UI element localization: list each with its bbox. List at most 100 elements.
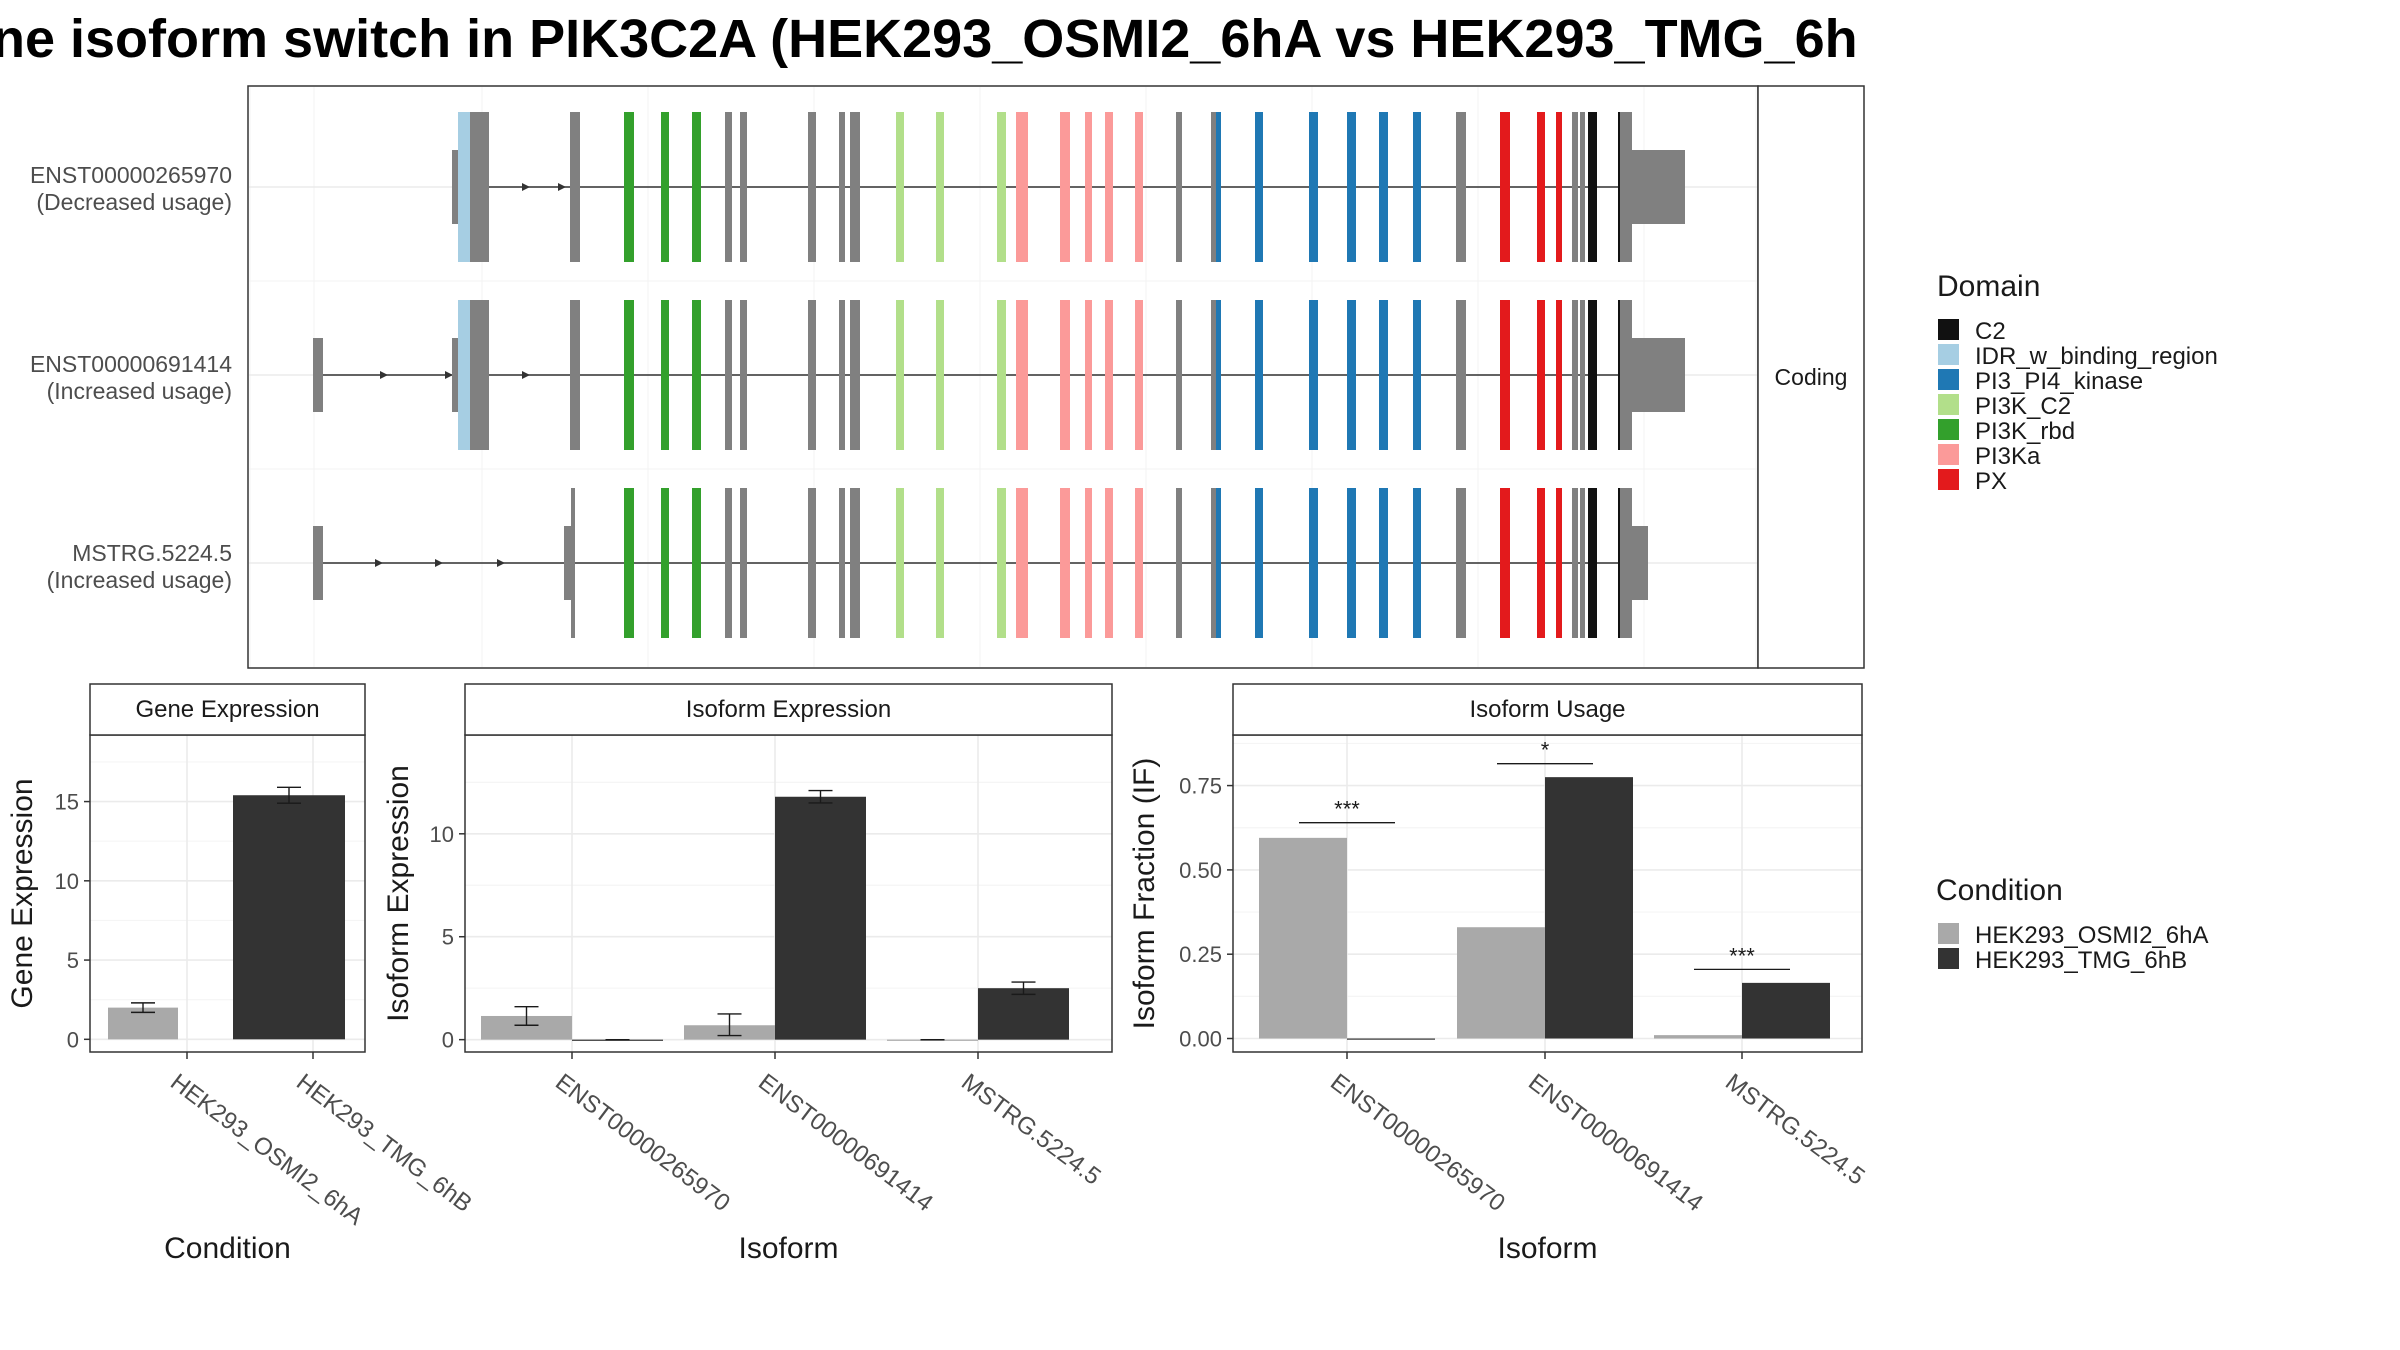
exon [1216, 112, 1221, 262]
exon [896, 300, 904, 450]
legend-label-c2: C2 [1975, 318, 2006, 345]
figure-title: ne isoform switch in PIK3C2A (HEK293_OSM… [0, 9, 1858, 69]
structure-tracks [313, 112, 1685, 638]
legend-key-pi3-pi4-kinase [1938, 369, 1959, 390]
significance-label: * [1541, 738, 1550, 763]
legend-label-idr: IDR_w_binding_region [1975, 343, 2218, 370]
exon [808, 300, 816, 450]
transcript-structure-panel: Coding ENST00000265970 (Decreased usage)… [30, 85, 1865, 669]
exon [1413, 488, 1421, 638]
exon [1216, 300, 1221, 450]
exon [571, 488, 575, 638]
y-tick-label: 5 [442, 925, 454, 950]
y-axis-title: Isoform Fraction (IF) [1128, 758, 1161, 1030]
strand-arrow [435, 559, 443, 567]
legend-key-idr [1938, 344, 1959, 365]
exon [1105, 488, 1113, 638]
exon [1347, 112, 1356, 262]
isoform-usage-panel: 0.000.250.500.75*******Isoform UsageENST… [1128, 683, 1870, 1265]
bar [775, 796, 866, 1040]
exon [1347, 300, 1356, 450]
exon [1060, 488, 1070, 638]
exon [692, 112, 701, 262]
exon [1588, 488, 1597, 638]
exon [1105, 112, 1113, 262]
exon [1211, 112, 1217, 262]
legend-label-condition-a: HEK293_OSMI2_6hA [1975, 922, 2208, 949]
exon [1379, 488, 1388, 638]
strand-arrow [375, 559, 383, 567]
exon [1580, 488, 1585, 638]
isoform-label-2-note: (Increased usage) [47, 378, 232, 404]
panel-strip [464, 683, 1113, 736]
condition-legend: Condition HEK293_OSMI2_6hA HEK293_TMG_6h… [1936, 874, 2208, 974]
x-tick-label: ENST00000691414 [753, 1069, 938, 1217]
exon [661, 488, 669, 638]
exon [1456, 112, 1466, 262]
exon [740, 488, 747, 638]
exon [661, 300, 669, 450]
exon [896, 488, 904, 638]
bar [1654, 1035, 1742, 1039]
exon [1537, 112, 1545, 262]
exon [1556, 300, 1562, 450]
exon [850, 300, 860, 450]
exon [1085, 112, 1092, 262]
exon [1211, 488, 1217, 638]
legend-key-condition-a [1938, 923, 1959, 944]
exon [936, 112, 944, 262]
x-tick-label: ENST00000265970 [1325, 1069, 1510, 1217]
exon [1255, 488, 1263, 638]
legend-key-condition-b [1938, 948, 1959, 969]
y-tick-label: 0 [442, 1028, 454, 1053]
legend-label-pi3k-c2: PI3K_C2 [1975, 393, 2071, 420]
exon [1580, 300, 1585, 450]
bar [1742, 982, 1830, 1039]
exon [1456, 300, 1466, 450]
exon-utr [564, 526, 572, 600]
exon [1556, 488, 1562, 638]
x-axis-title: Isoform [1497, 1232, 1597, 1265]
x-tick-label: ENST00000691414 [1523, 1069, 1708, 1217]
exon-utr-3prime [1632, 150, 1685, 224]
exon [997, 300, 1006, 450]
exon [839, 112, 845, 262]
exon [997, 112, 1006, 262]
exon [896, 112, 904, 262]
exon [1135, 300, 1143, 450]
bar [1545, 777, 1633, 1039]
strand-arrow [445, 371, 453, 379]
panel-strip [89, 683, 366, 736]
exon [1537, 488, 1545, 638]
exon [1580, 112, 1585, 262]
exon [1500, 300, 1510, 450]
exon [1016, 112, 1028, 262]
exon [936, 488, 944, 638]
exon-idr [458, 112, 470, 262]
exon [1216, 488, 1221, 638]
y-tick-label: 10 [430, 822, 454, 847]
exon [692, 488, 701, 638]
exon [936, 300, 944, 450]
exon [1135, 488, 1143, 638]
y-axis-title: Isoform Expression [382, 765, 415, 1022]
legend-label-condition-b: HEK293_TMG_6hB [1975, 947, 2187, 974]
exon-utr [452, 150, 458, 224]
exon [1347, 488, 1356, 638]
panel-title: Gene Expression [135, 696, 319, 723]
significance-label: *** [1334, 797, 1360, 822]
x-axis-title: Condition [164, 1232, 291, 1265]
x-tick-label: MSTRG.5224.5 [1720, 1069, 1869, 1191]
exon [997, 488, 1006, 638]
exon [470, 300, 489, 450]
x-tick-label: MSTRG.5224.5 [956, 1069, 1105, 1191]
exon [624, 300, 634, 450]
legend-label-pi3k-rbd: PI3K_rbd [1975, 418, 2075, 445]
domain-legend: Domain C2 IDR_w_binding_region PI3_PI4_k… [1937, 270, 2218, 495]
bar [1259, 837, 1347, 1039]
exon [1176, 488, 1182, 638]
legend-key-pi3k-c2 [1938, 394, 1959, 415]
domain-legend-title: Domain [1937, 270, 2040, 303]
structure-track-2 [313, 300, 1685, 450]
